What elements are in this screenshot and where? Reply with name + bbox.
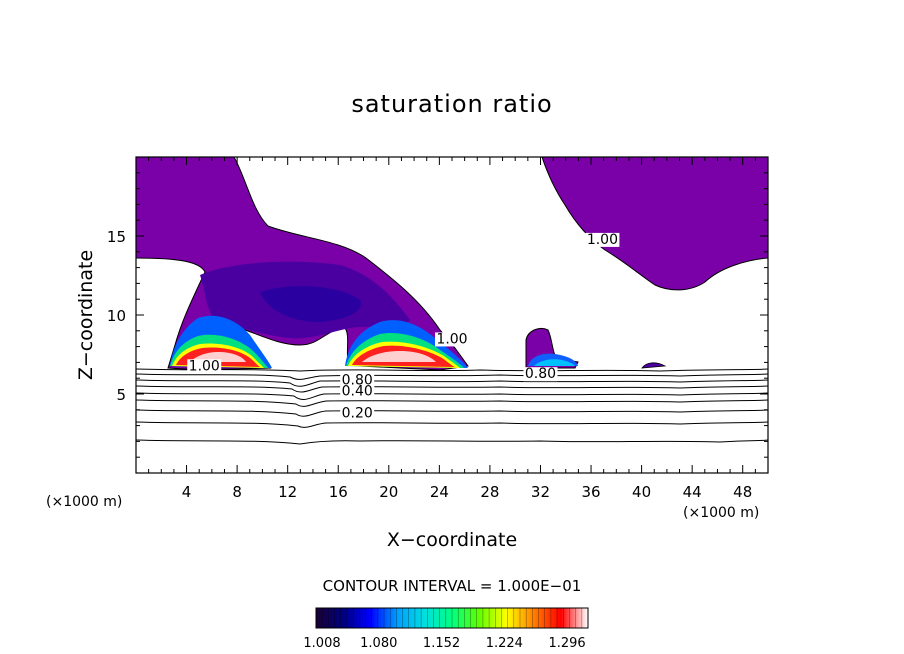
x-tick-label: 40 (632, 483, 651, 501)
contour-label: 0.40 (342, 384, 373, 400)
contour-label: 1.00 (189, 358, 220, 374)
x-tick-label: 16 (329, 483, 348, 501)
colorbar-tick-label: 1.008 (303, 636, 340, 651)
contour-labels: 1.001.001.000.800.400.200.80 (187, 232, 620, 422)
x-unit-label-left: (×1000 m) (46, 494, 122, 510)
left-cloud-core-deep (260, 286, 361, 322)
colorbar-tick-label: 1.224 (486, 636, 523, 651)
colorbar-stripes (321, 608, 583, 628)
contour-interval-label: CONTOUR INTERVAL = 1.000E−01 (323, 577, 582, 595)
x-tick-label: 28 (480, 483, 499, 501)
x-tick-label: 44 (683, 483, 702, 501)
colorbar-tick-label: 1.152 (423, 636, 460, 651)
colorbar-tick-label: 1.296 (548, 636, 585, 651)
y-tick-label: 15 (107, 228, 126, 246)
colorbar: 1.008 1.080 1.152 1.224 1.296 (303, 607, 589, 651)
contour-label-bg (340, 384, 375, 399)
contour-label-bg (435, 332, 469, 347)
subsaturated-contours (136, 368, 768, 445)
contour-label: 1.00 (436, 331, 467, 347)
x-tick-label: 20 (379, 483, 398, 501)
colorbar-tick-label: 1.080 (360, 636, 397, 651)
x-tick-label: 36 (581, 483, 600, 501)
contour-label-bg (340, 373, 375, 388)
contour-label: 0.20 (342, 406, 373, 422)
contour-label: 1.00 (587, 232, 618, 248)
contour-label: 0.80 (525, 366, 556, 382)
y-axis-label: Z−coordinate (75, 250, 97, 380)
x-tick-label: 32 (531, 483, 550, 501)
x-tick-label: 24 (430, 483, 449, 501)
x-tick-label: 4 (182, 483, 192, 501)
x-tick-label: 8 (232, 483, 242, 501)
y-axis-ticks: 5 10 15 (107, 172, 768, 458)
x-tick-label: 12 (278, 483, 297, 501)
chart-title: saturation ratio (351, 90, 552, 118)
contour-label-bg (187, 359, 222, 374)
contour-label-bg (523, 367, 558, 382)
x-unit-label-right: (×1000 m) (683, 505, 759, 521)
colorbar-tick-labels: 1.008 1.080 1.152 1.224 1.296 (303, 636, 585, 651)
small-cell-32-inner (534, 359, 575, 366)
right-anvil-region (541, 157, 768, 291)
y-tick-label: 5 (116, 386, 126, 404)
x-axis-ticks: 4 8 12 16 20 24 28 32 36 40 44 48 (148, 157, 756, 501)
colorbar-frame (315, 607, 589, 629)
y-tick-label: 10 (107, 307, 126, 325)
contour-label: 0.80 (342, 373, 373, 389)
contour-label-bg (585, 232, 620, 247)
plot-area (136, 157, 768, 445)
x-axis-label: X−coordinate (387, 529, 517, 551)
small-cell-41-region (641, 362, 667, 369)
x-tick-label: 48 (733, 483, 752, 501)
contour-label-bg (340, 406, 375, 421)
left-cloud-base-right-w (362, 351, 436, 362)
